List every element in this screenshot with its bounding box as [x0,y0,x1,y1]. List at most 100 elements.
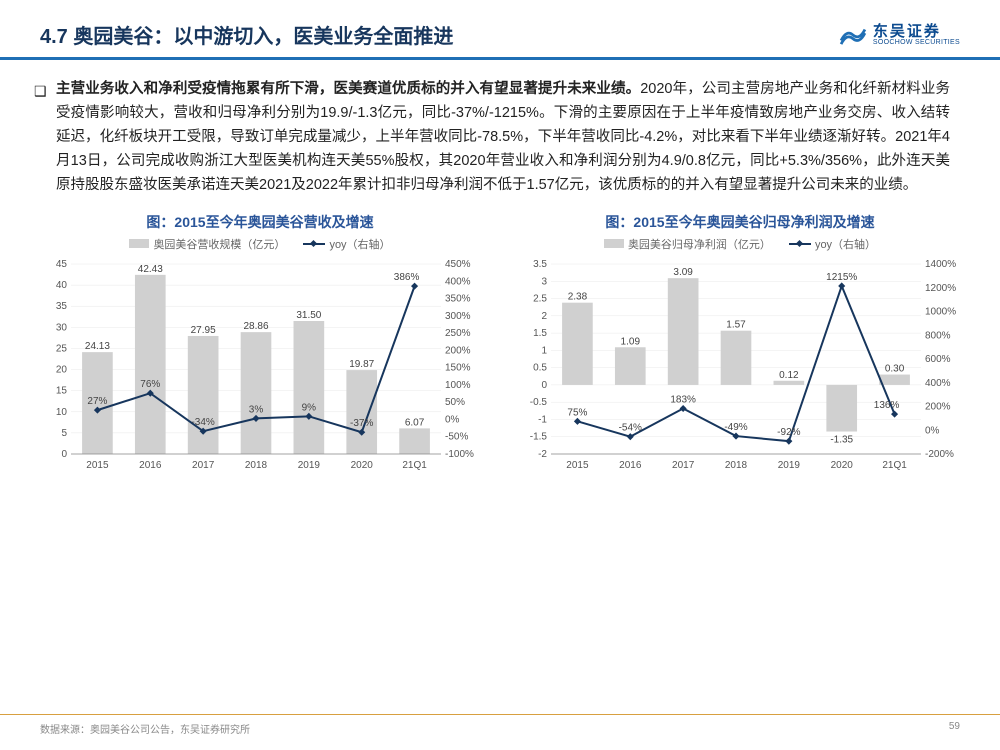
svg-text:100%: 100% [445,380,471,391]
legend-bar-label: 奥园美谷营收规模（亿元） [153,236,285,252]
svg-text:800%: 800% [925,330,951,341]
svg-text:-1.35: -1.35 [830,434,853,445]
svg-text:1200%: 1200% [925,282,956,293]
svg-text:2018: 2018 [725,460,748,471]
svg-text:2015: 2015 [86,460,109,471]
svg-text:2: 2 [541,310,547,321]
svg-text:6.07: 6.07 [405,417,425,428]
svg-text:5: 5 [61,427,67,438]
svg-text:21Q1: 21Q1 [402,460,427,471]
svg-text:-50%: -50% [445,431,468,442]
brand-logo: 东吴证券 SOOCHOW SECURITIES [839,24,960,46]
svg-text:150%: 150% [445,362,471,373]
svg-text:300%: 300% [445,310,471,321]
svg-text:2.38: 2.38 [568,291,588,302]
svg-text:2019: 2019 [778,460,801,471]
page-title: 4.7 奥园美谷：以中游切入，医美业务全面推进 [40,20,453,49]
page-number: 59 [949,721,960,736]
header: 4.7 奥园美谷：以中游切入，医美业务全面推进 东吴证券 SOOCHOW SEC… [0,0,1000,57]
svg-text:75%: 75% [567,407,587,418]
chart-left: 图：2015至今年奥园美谷营收及增速 奥园美谷营收规模（亿元） yoy（右轴） … [35,212,485,481]
svg-text:3.09: 3.09 [673,267,693,278]
svg-text:1400%: 1400% [925,259,956,270]
svg-text:9%: 9% [302,402,317,413]
chart-right-svg: -2-1.5-1-0.500.511.522.533.5-200%0%200%4… [515,256,965,476]
chart-left-svg: 051015202530354045-100%-50%0%50%100%150%… [35,256,485,476]
svg-text:0.30: 0.30 [885,363,905,374]
chart-left-title: 图：2015至今年奥园美谷营收及增速 [35,212,485,232]
svg-text:31.50: 31.50 [296,310,321,321]
svg-text:2.5: 2.5 [533,293,547,304]
svg-text:2020: 2020 [831,460,854,471]
svg-text:400%: 400% [925,377,951,388]
svg-text:-92%: -92% [777,427,800,438]
svg-text:35: 35 [56,301,68,312]
svg-text:350%: 350% [445,293,471,304]
svg-text:19.87: 19.87 [349,359,374,370]
svg-text:0%: 0% [445,414,460,425]
svg-text:-100%: -100% [445,449,474,460]
svg-text:1215%: 1215% [826,272,857,283]
logo-cn: 东吴证券 [873,24,960,39]
svg-text:1.57: 1.57 [726,319,746,330]
svg-text:600%: 600% [925,354,951,365]
chart-right-title: 图：2015至今年奥园美谷归母净利润及增速 [515,212,965,232]
svg-text:-54%: -54% [619,422,642,433]
svg-text:1.09: 1.09 [621,336,641,347]
svg-text:76%: 76% [140,379,160,390]
svg-text:0%: 0% [925,425,940,436]
svg-text:42.43: 42.43 [138,263,163,274]
svg-text:-200%: -200% [925,449,954,460]
legend-line-label: yoy（右轴） [329,236,390,252]
logo-en: SOOCHOW SECURITIES [873,39,960,46]
svg-text:-1.5: -1.5 [530,431,548,442]
svg-text:1: 1 [541,345,547,356]
svg-text:2018: 2018 [245,460,268,471]
svg-text:2019: 2019 [298,460,321,471]
chart-right-legend: 奥园美谷归母净利润（亿元） yoy（右轴） [515,236,965,252]
svg-text:1.5: 1.5 [533,328,547,339]
svg-text:-49%: -49% [724,422,747,433]
body-paragraph: ❑ 主营业务收入和净利受疫情拖累有所下滑，医美赛道优质标的并入有望显著提升未来业… [0,60,1000,208]
svg-text:2016: 2016 [139,460,162,471]
scs-logo-icon [839,24,867,46]
svg-text:2015: 2015 [566,460,589,471]
svg-text:250%: 250% [445,328,471,339]
body-text: 2020年，公司主营房地产业务和化纤新材料业务受疫情影响较大，营收和归母净利分别… [56,81,950,193]
bullet-icon: ❑ [34,80,47,103]
svg-text:2020: 2020 [351,460,374,471]
legend-line-icon [789,243,811,245]
chart-right: 图：2015至今年奥园美谷归母净利润及增速 奥园美谷归母净利润（亿元） yoy（… [515,212,965,481]
charts-row: 图：2015至今年奥园美谷营收及增速 奥园美谷营收规模（亿元） yoy（右轴） … [0,208,1000,481]
svg-text:400%: 400% [445,276,471,287]
svg-text:2016: 2016 [619,460,642,471]
svg-text:0: 0 [541,380,547,391]
svg-text:25: 25 [56,343,68,354]
svg-text:30: 30 [56,322,68,333]
svg-text:2017: 2017 [192,460,215,471]
data-source: 数据来源：奥园美谷公司公告，东吴证券研究所 [40,721,250,736]
svg-text:45: 45 [56,259,68,270]
svg-text:-1: -1 [538,414,547,425]
lead-text: 主营业务收入和净利受疫情拖累有所下滑，医美赛道优质标的并入有望显著提升未来业绩。 [56,81,640,97]
svg-text:0.12: 0.12 [779,369,799,380]
legend-bar-icon [604,239,624,248]
chart-left-legend: 奥园美谷营收规模（亿元） yoy（右轴） [35,236,485,252]
legend-line-icon [303,243,325,245]
svg-text:20: 20 [56,364,68,375]
svg-text:-2: -2 [538,449,547,460]
svg-text:386%: 386% [394,272,420,283]
svg-text:24.13: 24.13 [85,341,110,352]
svg-text:2017: 2017 [672,460,695,471]
svg-text:1000%: 1000% [925,306,956,317]
legend-line-label: yoy（右轴） [815,236,876,252]
svg-text:200%: 200% [445,345,471,356]
footer: 数据来源：奥园美谷公司公告，东吴证券研究所 59 [0,714,1000,736]
svg-text:0: 0 [61,449,67,460]
svg-text:-0.5: -0.5 [530,397,548,408]
svg-text:3%: 3% [249,404,264,415]
svg-text:3: 3 [541,276,547,287]
svg-text:21Q1: 21Q1 [882,460,907,471]
svg-text:40: 40 [56,280,68,291]
svg-text:3.5: 3.5 [533,259,547,270]
